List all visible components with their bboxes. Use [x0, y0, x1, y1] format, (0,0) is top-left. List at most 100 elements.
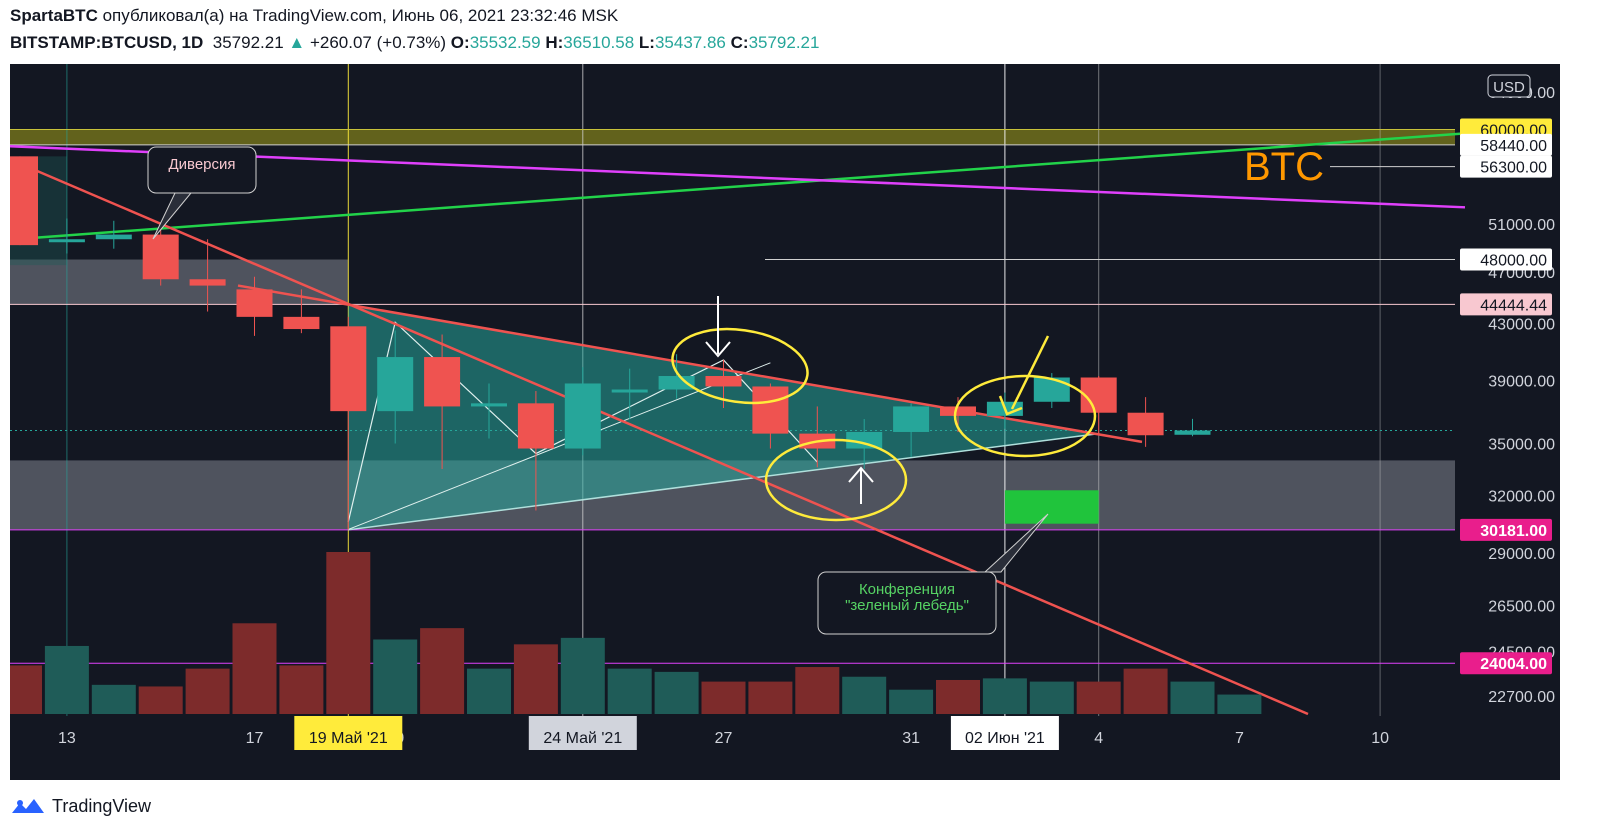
candle-body — [564, 383, 601, 449]
volume-bar — [748, 681, 793, 714]
callout-text: "зеленый лебедь" — [845, 597, 969, 614]
conference-callout: Конференция"зеленый лебедь" — [817, 513, 1049, 635]
volume-bar — [842, 676, 887, 714]
high-label: H: — [545, 33, 564, 52]
candle — [236, 276, 273, 336]
candle-body — [517, 403, 554, 449]
volume-bar — [513, 644, 558, 714]
candle — [95, 220, 132, 249]
candle — [1174, 418, 1211, 437]
candle-body — [283, 316, 320, 330]
author-name[interactable]: SpartaBTC — [10, 6, 98, 25]
date-label-text: 02 Июн '21 — [965, 730, 1045, 747]
symbol-name[interactable]: BITSTAMP:BTCUSD, 1D — [10, 33, 204, 52]
candle-body — [1127, 412, 1164, 436]
volume-bar — [889, 689, 934, 714]
green-swan-box — [1004, 490, 1099, 524]
candle — [283, 289, 320, 334]
y-tick-label: 43000.00 — [1488, 317, 1555, 334]
price-label — [1460, 652, 1552, 675]
x-tick-label: 4 — [1094, 730, 1103, 747]
low-label: L: — [638, 33, 655, 52]
date-label-text: 24 Май '21 — [543, 730, 622, 747]
callout-tail — [983, 513, 1049, 573]
y-tick-label: 22700.00 — [1488, 689, 1555, 706]
supply-zone — [10, 259, 349, 305]
candle-body — [236, 289, 273, 317]
btc-label: BTC — [1244, 145, 1324, 189]
price-change: +260.07 (+0.73%) — [309, 33, 447, 52]
date-label-text: 19 Май '21 — [309, 730, 388, 747]
price-label-text: 30181.00 — [1480, 523, 1547, 540]
highlight-ellipse — [764, 438, 908, 522]
candle-body — [752, 386, 789, 434]
open-label: O: — [450, 33, 470, 52]
low-value: 35437.86 — [654, 33, 726, 52]
x-tick-label: 17 — [246, 730, 264, 747]
volume-bar — [326, 552, 371, 714]
x-tick-label: 13 — [58, 730, 76, 747]
published-text: опубликовал(а) на TradingView.com, Июнь … — [102, 6, 619, 25]
highlight-ellipse — [953, 374, 1097, 458]
price-label-text: 24004.00 — [1480, 656, 1547, 673]
callout-text: Диверсия — [168, 156, 235, 173]
volume-bar — [654, 671, 699, 714]
yellow-pointer-line — [1010, 335, 1050, 410]
candle — [471, 383, 507, 439]
volume-bar — [1029, 681, 1074, 714]
volume-bar — [91, 684, 136, 714]
price-label — [1460, 518, 1552, 541]
price-label-text: 58440.00 — [1480, 138, 1547, 155]
candle — [189, 239, 226, 312]
candle-body — [471, 403, 507, 407]
candle-body — [1174, 430, 1211, 435]
y-tick-label: 35000.00 — [1488, 437, 1555, 454]
y-tick-label: 51000.00 — [1488, 217, 1555, 234]
price-label — [1460, 293, 1552, 316]
divergence-callout: Диверсия — [147, 146, 257, 240]
candle-body — [940, 406, 976, 416]
candle — [48, 218, 85, 254]
candle — [424, 334, 461, 470]
volume-bar — [701, 681, 746, 714]
callout-box — [147, 146, 257, 194]
candle-body — [611, 389, 648, 393]
price-label-text: 48000.00 — [1480, 253, 1547, 270]
yellow-pointer-line — [998, 395, 1023, 416]
volume-bar — [795, 667, 840, 714]
volume-bar — [138, 686, 183, 714]
green-trend-line — [29, 132, 1466, 240]
volume-bar — [936, 679, 980, 714]
candle — [752, 383, 789, 449]
price-label — [1460, 155, 1552, 178]
resistance-zone — [10, 129, 1455, 145]
footer-brand: TradingView — [52, 795, 152, 816]
x-tick-label: 27 — [715, 730, 733, 747]
x-tick-label: 31 — [902, 730, 920, 747]
volume-bar — [420, 628, 465, 714]
up-arrow-icon — [848, 466, 874, 483]
currency-button — [1487, 74, 1531, 98]
volume-bar — [185, 668, 230, 714]
x-tick-label: 10 — [1371, 730, 1389, 747]
highlight-ellipse — [671, 327, 809, 405]
candle-body — [189, 279, 226, 286]
candle — [658, 354, 695, 399]
volume-bar — [373, 639, 418, 714]
volume-bar — [607, 668, 652, 714]
price-label-text: 44444.44 — [1480, 297, 1547, 314]
volume-bar — [560, 637, 605, 714]
candle — [10, 156, 38, 246]
candle — [611, 368, 648, 420]
date-label — [528, 716, 637, 750]
red-wedge-lower-line — [10, 158, 1309, 716]
tradingview-logo-icon — [12, 799, 44, 813]
change-up-icon: ▲ — [288, 33, 306, 52]
candle-body — [377, 357, 414, 412]
volume-bar — [1076, 681, 1121, 714]
candle-body — [142, 234, 179, 280]
y-tick-label: 32000.00 — [1488, 489, 1555, 506]
candle — [564, 367, 601, 456]
